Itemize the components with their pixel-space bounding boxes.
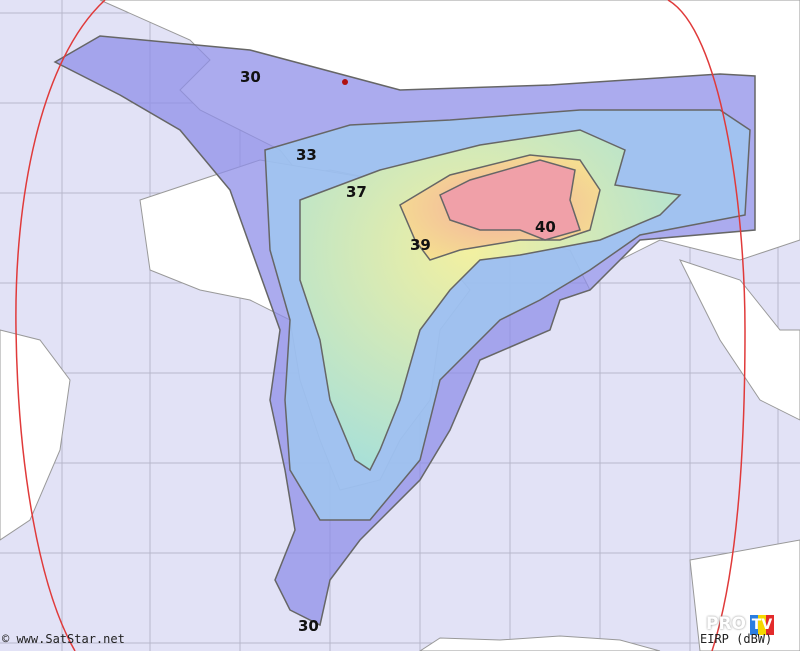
protv-logo: PRO TV [706, 614, 776, 636]
logo-tv: TV [750, 615, 774, 635]
contour-label-39: 39 [410, 236, 431, 254]
logo-pro: PRO [706, 614, 747, 634]
contour-label-30-south: 30 [298, 617, 319, 635]
unit-label: EIRP (dBW) [700, 632, 773, 646]
south-america [0, 329, 71, 541]
contour-label-30-north: 30 [240, 68, 261, 86]
copyright-credit: © www.SatStar.net [2, 632, 125, 646]
contour-label-40: 40 [535, 218, 556, 236]
contour-40 [439, 159, 581, 241]
antarctica-edge [419, 635, 661, 651]
southeast-asia [679, 259, 800, 421]
contour-label-37: 37 [346, 183, 367, 201]
eirp-contours [53, 35, 756, 627]
satellite-horizon [15, 0, 746, 651]
contour-label-33: 33 [296, 146, 317, 164]
city-marker [342, 79, 348, 85]
